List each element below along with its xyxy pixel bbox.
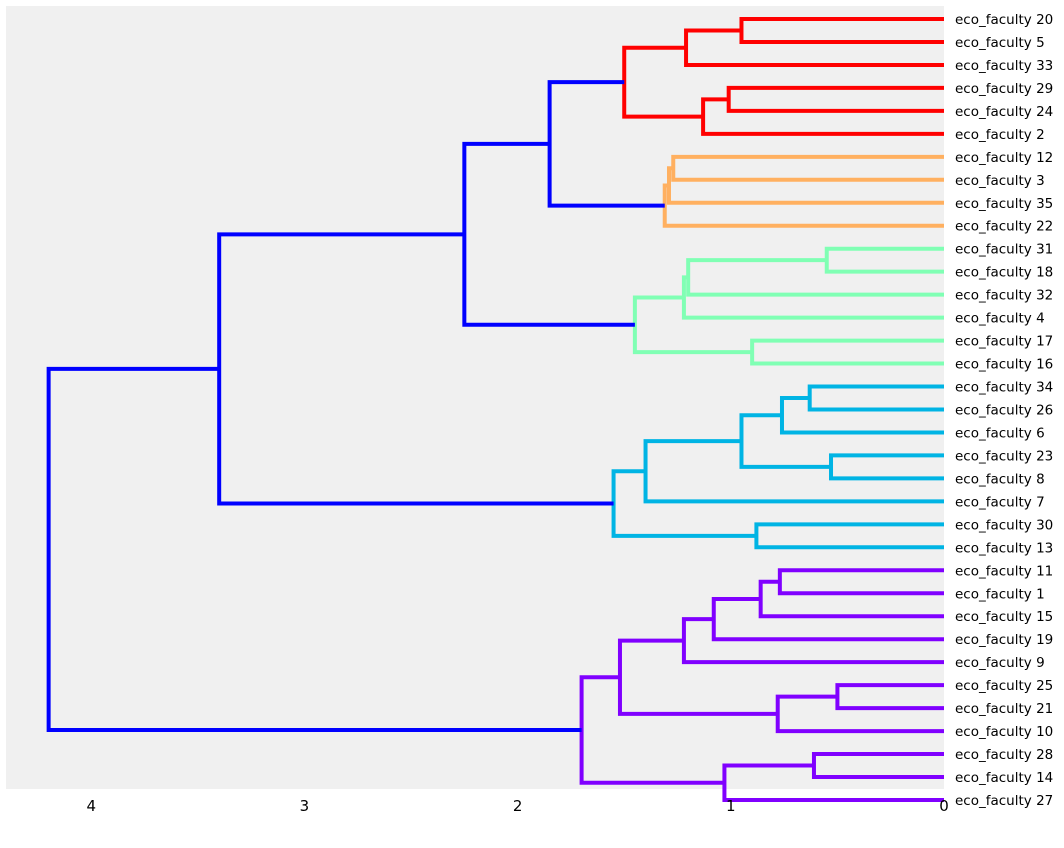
- leaf-label: eco_faculty 28: [955, 747, 1053, 763]
- leaf-label: eco_faculty 14: [955, 770, 1053, 786]
- leaf-label: eco_faculty 17: [955, 334, 1053, 350]
- x-tick-label: 4: [86, 797, 96, 815]
- leaf-label: eco_faculty 10: [955, 724, 1053, 740]
- leaf-labels: eco_faculty 20 eco_faculty 5 eco_faculty 3…: [955, 12, 1053, 809]
- leaf-label: eco_faculty 4: [955, 311, 1045, 327]
- leaf-label: eco_faculty 5: [955, 35, 1045, 51]
- leaf-label: eco_faculty 8: [955, 471, 1045, 487]
- dendrogram-link: [46, 366, 582, 732]
- leaf-label: eco_faculty 27: [955, 793, 1053, 809]
- leaf-label: eco_faculty 7: [955, 494, 1045, 510]
- leaf-label: eco_faculty 24: [955, 104, 1053, 120]
- leaf-label: eco_faculty 2: [955, 127, 1045, 143]
- leaf-label: eco_faculty 13: [955, 540, 1053, 556]
- leaf-label: eco_faculty 3: [955, 173, 1045, 189]
- leaf-label: eco_faculty 16: [955, 357, 1053, 373]
- leaf-label: eco_faculty 11: [955, 563, 1053, 579]
- x-tick-label: 1: [726, 797, 736, 815]
- leaf-label: eco_faculty 35: [955, 196, 1053, 212]
- dendrogram-links: [46, 17, 944, 802]
- leaf-label: eco_faculty 29: [955, 81, 1053, 97]
- leaf-label: eco_faculty 21: [955, 701, 1053, 717]
- leaf-label: eco_faculty 31: [955, 242, 1053, 258]
- leaf-label: eco_faculty 15: [955, 609, 1053, 625]
- leaf-label: eco_faculty 18: [955, 265, 1053, 281]
- leaf-label: eco_faculty 23: [955, 448, 1053, 464]
- leaf-label: eco_faculty 19: [955, 632, 1053, 648]
- leaf-label: eco_faculty 25: [955, 678, 1053, 694]
- leaf-label: eco_faculty 34: [955, 380, 1053, 396]
- leaf-label: eco_faculty 9: [955, 655, 1045, 671]
- leaf-label: eco_faculty 1: [955, 586, 1045, 602]
- x-axis-ticks: 4 3 2 1 0: [86, 797, 948, 815]
- leaf-label: eco_faculty 26: [955, 402, 1053, 418]
- leaf-label: eco_faculty 12: [955, 150, 1053, 166]
- leaf-label: eco_faculty 33: [955, 58, 1053, 74]
- leaf-label: eco_faculty 30: [955, 517, 1053, 533]
- leaf-label: eco_faculty 20: [955, 12, 1053, 28]
- x-tick-label: 2: [513, 797, 523, 815]
- leaf-label: eco_faculty 32: [955, 288, 1053, 304]
- x-tick-label: 0: [939, 797, 949, 815]
- leaf-label: eco_faculty 22: [955, 219, 1053, 235]
- x-tick-label: 3: [300, 797, 310, 815]
- leaf-label: eco_faculty 6: [955, 425, 1045, 441]
